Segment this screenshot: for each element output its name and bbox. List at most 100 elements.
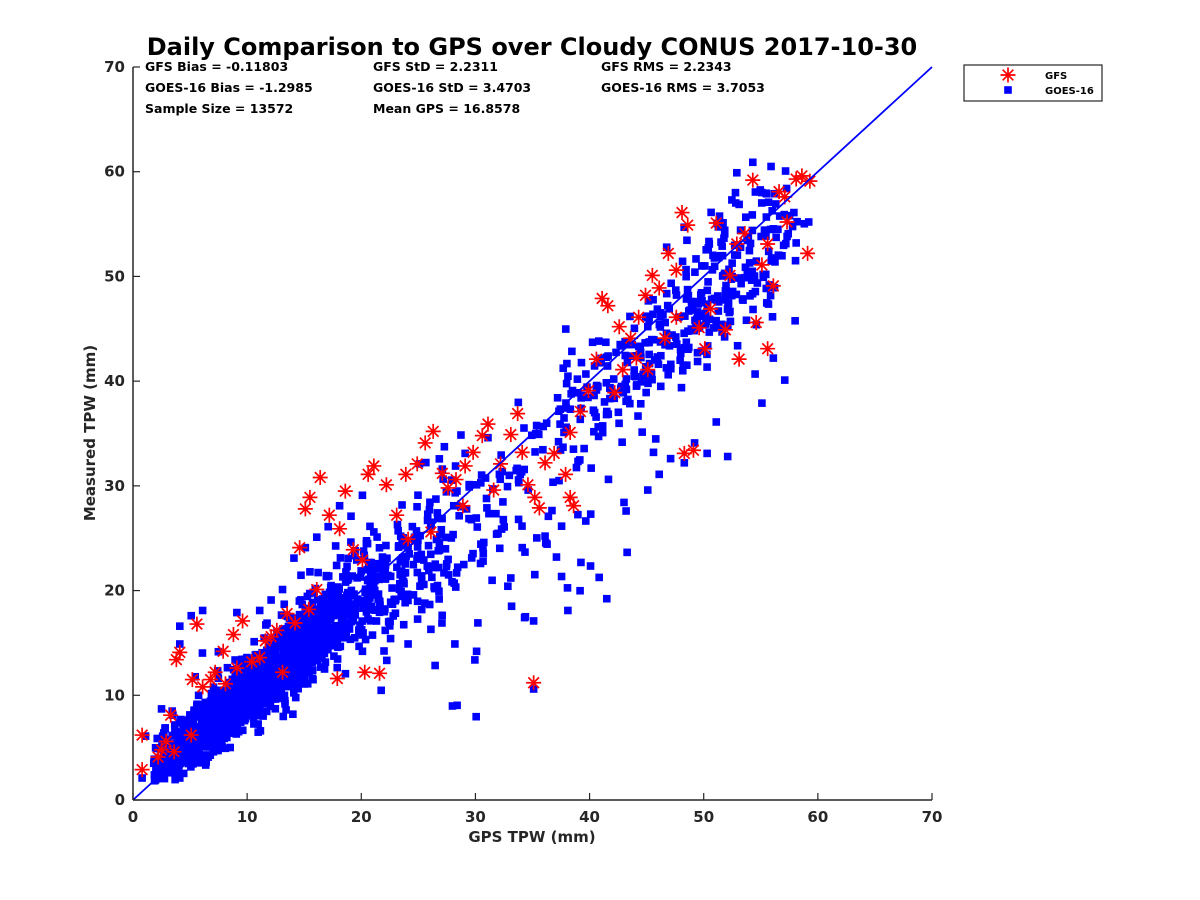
- goes16-point: [529, 617, 538, 625]
- gfs-point: [691, 320, 707, 336]
- y-tick-label: 40: [104, 372, 125, 390]
- goes16-point: [612, 348, 620, 357]
- goes16-point: [440, 569, 448, 577]
- goes16-point: [428, 573, 436, 582]
- gfs-point: [562, 489, 578, 505]
- gfs-point: [309, 582, 325, 598]
- goes16-point: [467, 515, 476, 524]
- goes16-point: [589, 406, 598, 415]
- goes16-point: [204, 738, 212, 747]
- goes16-point: [634, 342, 643, 351]
- goes16-point: [782, 184, 791, 193]
- goes16-point: [553, 393, 562, 402]
- gfs-point: [207, 664, 223, 680]
- goes16-point: [170, 721, 179, 729]
- gfs-point: [275, 664, 291, 680]
- goes16-point: [690, 439, 699, 447]
- goes16-point: [267, 596, 275, 604]
- goes16-point: [481, 474, 490, 482]
- goes16-point: [374, 565, 382, 573]
- goes16-point: [774, 225, 782, 234]
- gfs-point: [760, 236, 776, 252]
- goes16-point: [448, 702, 457, 710]
- goes16-point: [209, 748, 218, 756]
- goes16-point: [671, 333, 680, 341]
- goes16-point: [562, 404, 571, 412]
- gfs-point: [802, 173, 818, 189]
- goes16-point: [793, 217, 801, 226]
- goes16-point: [720, 230, 729, 238]
- goes16-point: [334, 596, 342, 605]
- x-axis-ticks: 0 10 20 30 40 50 60 70: [128, 793, 942, 826]
- goes16-point: [582, 370, 590, 378]
- plot-area: 0 10 20 30 40 50 60 70 0 10 20 30 40 50 60 70: [104, 58, 942, 826]
- goes16-point: [760, 226, 769, 234]
- goes16-point: [503, 482, 512, 491]
- goes16-point: [622, 375, 631, 383]
- goes16-point: [333, 663, 342, 672]
- goes16-point: [312, 533, 321, 541]
- goes16-point: [521, 548, 529, 556]
- goes16-point: [427, 518, 435, 527]
- goes16-point: [485, 509, 493, 518]
- goes16-point: [308, 614, 316, 622]
- goes16-point: [382, 541, 390, 550]
- goes16-point: [179, 769, 188, 778]
- goes16-point: [702, 317, 711, 325]
- y-axis-label: Measured TPW (mm): [81, 345, 99, 521]
- goes16-point: [383, 554, 391, 563]
- goes16-point: [743, 269, 752, 277]
- goes16-point: [467, 554, 476, 562]
- goes16-point: [279, 630, 287, 639]
- gfs-point: [203, 672, 219, 688]
- goes16-point: [208, 739, 217, 748]
- goes16-point: [385, 622, 394, 630]
- goes16-point: [514, 398, 523, 407]
- goes16-point: [423, 510, 432, 518]
- goes16-point: [335, 501, 344, 510]
- goes16-point: [708, 266, 717, 274]
- goes16-point: [594, 432, 603, 441]
- goes16-point: [396, 532, 405, 541]
- goes16-point: [413, 503, 421, 511]
- goes16-point: [656, 382, 665, 391]
- goes16-point: [770, 189, 779, 198]
- goes16-point: [434, 563, 443, 572]
- gfs-point: [588, 351, 604, 367]
- gfs-point: [417, 435, 433, 451]
- goes16-point: [574, 510, 582, 519]
- goes16-point: [300, 672, 309, 681]
- gfs-point: [337, 483, 353, 499]
- goes16-point: [254, 720, 262, 728]
- gfs-point: [269, 622, 285, 638]
- goes16-point: [417, 605, 426, 614]
- goes16-point: [182, 722, 190, 731]
- goes16-point: [182, 742, 190, 750]
- goes16-point: [780, 210, 789, 219]
- goes16-point: [255, 606, 264, 615]
- gfs-point: [312, 469, 328, 485]
- goes16-point: [393, 563, 401, 572]
- gfs-point: [558, 466, 574, 482]
- goes16-point: [676, 349, 685, 358]
- gfs-point: [638, 287, 654, 303]
- gfs-point: [168, 652, 184, 668]
- goes16-point: [198, 649, 207, 657]
- goes16-point: [312, 620, 320, 628]
- goes16-point: [710, 324, 718, 332]
- goes16-point: [417, 575, 426, 584]
- goes16-point: [757, 232, 765, 241]
- goes16-point: [709, 295, 717, 304]
- goes16-point: [592, 413, 600, 421]
- goes16-point: [381, 605, 389, 613]
- gfs-point: [166, 744, 182, 760]
- goes16-point: [614, 408, 623, 417]
- goes16-point: [751, 370, 759, 378]
- goes16-point: [197, 715, 206, 724]
- goes16-point: [351, 551, 359, 560]
- goes16-point: [178, 736, 187, 745]
- gfs-bias-text: GFS Bias = -0.11803: [145, 59, 288, 74]
- goes16-point: [171, 739, 180, 747]
- goes16-point: [161, 753, 170, 762]
- gfs-point: [623, 330, 639, 346]
